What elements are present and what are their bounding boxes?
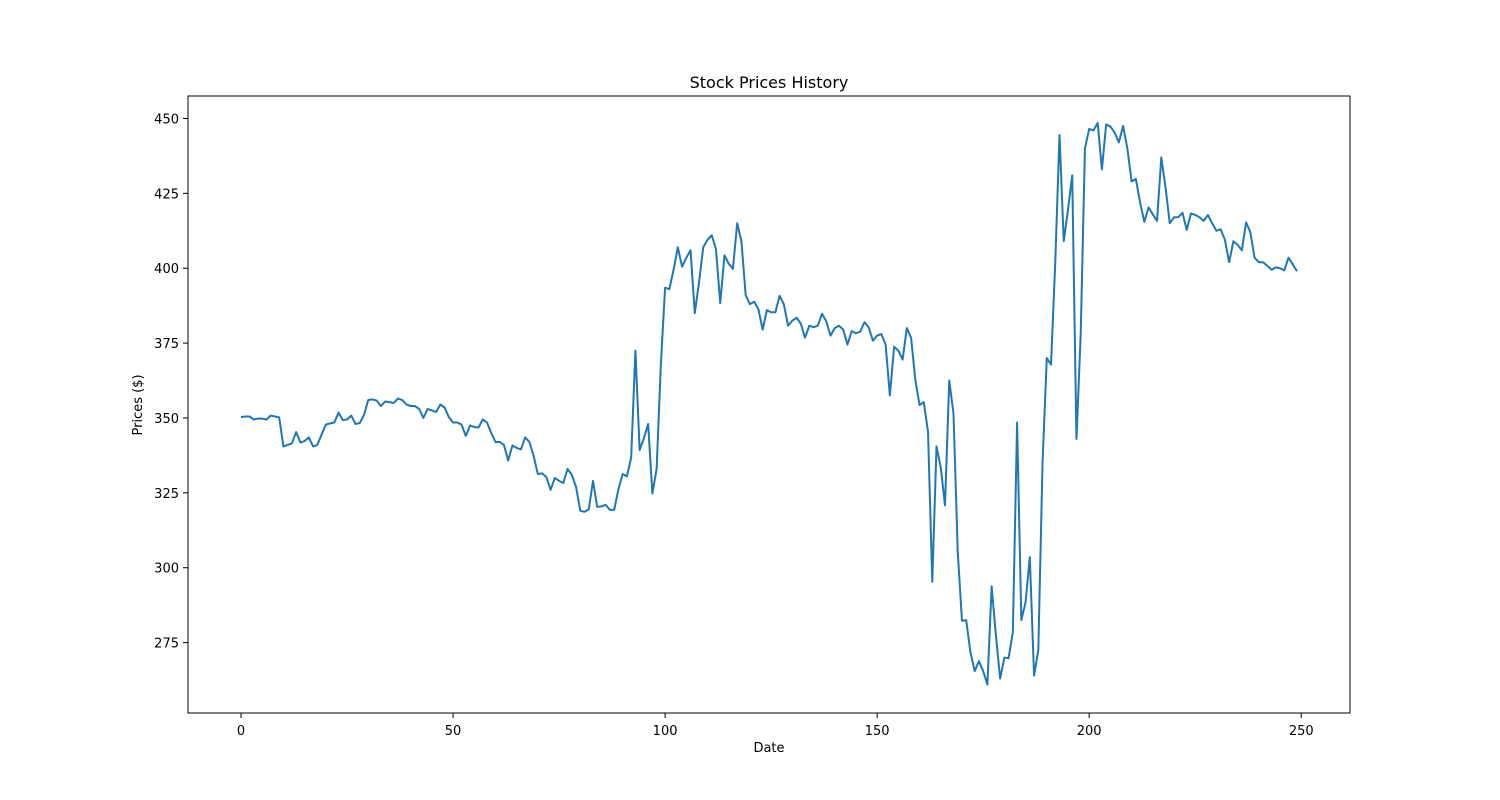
x-tick-label: 200 xyxy=(1077,724,1102,739)
x-tick-label: 150 xyxy=(865,724,890,739)
x-axis-ticks: 0 50 100 150 200 250 xyxy=(237,713,1314,739)
x-tick-label: 0 xyxy=(237,724,245,739)
y-axis-label: Prices ($) xyxy=(131,374,146,435)
y-tick-label: 425 xyxy=(154,187,179,202)
series-line-0 xyxy=(240,121,1298,686)
x-tick-label: 100 xyxy=(653,724,678,739)
chart-title: Stock Prices History xyxy=(690,73,849,92)
x-tick-label: 50 xyxy=(445,724,462,739)
y-tick-label: 400 xyxy=(154,262,179,277)
y-tick-label: 450 xyxy=(154,112,179,127)
plot-area xyxy=(240,121,1298,686)
y-tick-label: 325 xyxy=(154,487,179,502)
y-axis-ticks: 275 300 325 350 375 400 425 450 xyxy=(154,112,188,652)
x-axis-label: Date xyxy=(753,741,784,756)
y-tick-label: 375 xyxy=(154,337,179,352)
y-tick-label: 300 xyxy=(154,562,179,577)
x-tick-label: 250 xyxy=(1289,724,1314,739)
y-tick-label: 350 xyxy=(154,412,179,427)
axes-frame xyxy=(187,95,1351,714)
y-tick-label: 275 xyxy=(154,637,179,652)
